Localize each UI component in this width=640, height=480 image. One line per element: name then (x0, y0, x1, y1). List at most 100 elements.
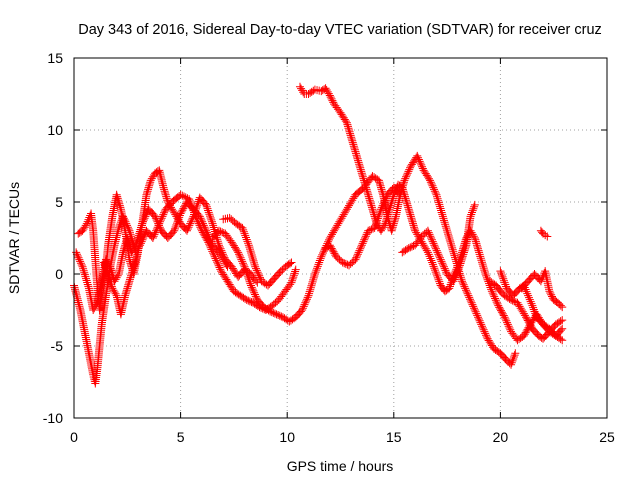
data-point-marker (485, 338, 494, 347)
data-point-marker (259, 303, 268, 312)
data-point-marker (203, 204, 212, 213)
data-point-marker (212, 256, 221, 265)
data-point-marker (275, 311, 284, 320)
data-point-marker (435, 279, 444, 288)
data-point-marker (433, 271, 442, 280)
data-point-marker (115, 199, 124, 208)
data-point-marker (247, 249, 256, 258)
data-point-marker (346, 131, 355, 140)
data-point-marker (542, 322, 551, 331)
data-point-marker (543, 232, 552, 241)
data-point-marker (524, 318, 533, 327)
data-point-marker (250, 258, 259, 267)
data-point-marker (134, 231, 143, 240)
data-point-marker (404, 205, 413, 214)
data-point-marker (359, 174, 368, 183)
data-point-marker (445, 235, 454, 244)
data-point-marker (505, 324, 514, 332)
data-point-marker (446, 239, 455, 248)
data-point-marker (323, 87, 332, 96)
data-point-marker (480, 266, 489, 275)
data-point-marker (497, 269, 506, 278)
data-point-marker (249, 298, 258, 307)
data-point-marker (115, 201, 124, 210)
data-point-marker (363, 189, 372, 197)
data-point-marker (481, 270, 490, 278)
data-point-marker (246, 281, 255, 290)
data-point-marker (406, 210, 415, 219)
data-point-marker (288, 274, 297, 283)
data-point-marker (450, 273, 459, 282)
data-point-marker (417, 160, 426, 169)
data-point-marker (408, 217, 417, 226)
series-t12 (485, 277, 567, 343)
data-point-marker (92, 300, 101, 309)
data-point-marker (424, 174, 433, 183)
data-point-marker (329, 98, 338, 107)
data-point-marker (362, 230, 371, 239)
data-point-marker (412, 228, 421, 237)
data-point-marker (517, 306, 526, 314)
data-point-marker (145, 181, 154, 190)
data-point-marker (500, 291, 509, 300)
data-point-marker (449, 277, 458, 286)
data-point-marker (470, 304, 479, 313)
data-point-marker (248, 252, 257, 261)
data-point-marker (146, 178, 155, 187)
data-point-marker (219, 255, 228, 264)
data-point-marker (478, 260, 487, 269)
data-point-marker (470, 202, 479, 211)
data-point-marker (500, 278, 509, 287)
data-point-marker (129, 262, 138, 271)
data-point-marker (357, 241, 366, 250)
data-point-marker (398, 185, 407, 194)
data-point-marker (211, 254, 220, 263)
x-tick-label: 15 (386, 429, 402, 445)
data-point-marker (127, 271, 136, 280)
data-point-marker (74, 253, 83, 262)
data-point-marker (468, 206, 477, 215)
data-point-marker (426, 232, 435, 241)
data-point-marker (436, 255, 445, 264)
data-point-marker (123, 284, 132, 293)
data-point-marker (513, 298, 522, 307)
data-point-marker (327, 230, 336, 239)
data-point-marker (507, 360, 516, 369)
data-point-marker (202, 228, 211, 237)
data-point-marker (382, 216, 391, 224)
data-point-marker (474, 313, 483, 322)
data-point-marker (262, 305, 271, 314)
data-point-marker (428, 237, 437, 246)
data-point-marker (214, 226, 223, 235)
data-point-marker (237, 292, 246, 301)
data-point-marker (307, 87, 316, 96)
data-point-marker (546, 289, 555, 298)
data-point-marker (462, 286, 471, 295)
data-point-marker (526, 297, 535, 306)
data-point-marker (487, 341, 496, 350)
data-point-marker (270, 309, 279, 318)
data-point-marker (243, 237, 252, 246)
data-point-marker (301, 298, 310, 307)
data-point-marker (213, 259, 222, 268)
data-point-marker (492, 298, 501, 307)
data-point-marker (403, 199, 412, 208)
data-point-marker (350, 144, 359, 152)
data-point-marker (347, 133, 356, 142)
data-point-marker (464, 291, 473, 300)
data-point-marker (431, 189, 440, 197)
y-axis-label: SDTVAR / TECUs (6, 182, 22, 294)
data-point-marker (134, 233, 143, 242)
data-point-marker (330, 249, 339, 258)
data-point-marker (438, 212, 447, 221)
data-point-marker (176, 190, 185, 199)
data-point-marker (90, 304, 99, 313)
data-point-marker (159, 183, 168, 192)
data-point-marker (244, 239, 253, 248)
data-point-marker (477, 256, 486, 265)
data-point-marker (206, 237, 215, 246)
data-point-marker (105, 275, 114, 284)
data-point-marker (444, 232, 453, 241)
data-point-marker (188, 214, 197, 223)
data-point-marker (402, 172, 411, 181)
